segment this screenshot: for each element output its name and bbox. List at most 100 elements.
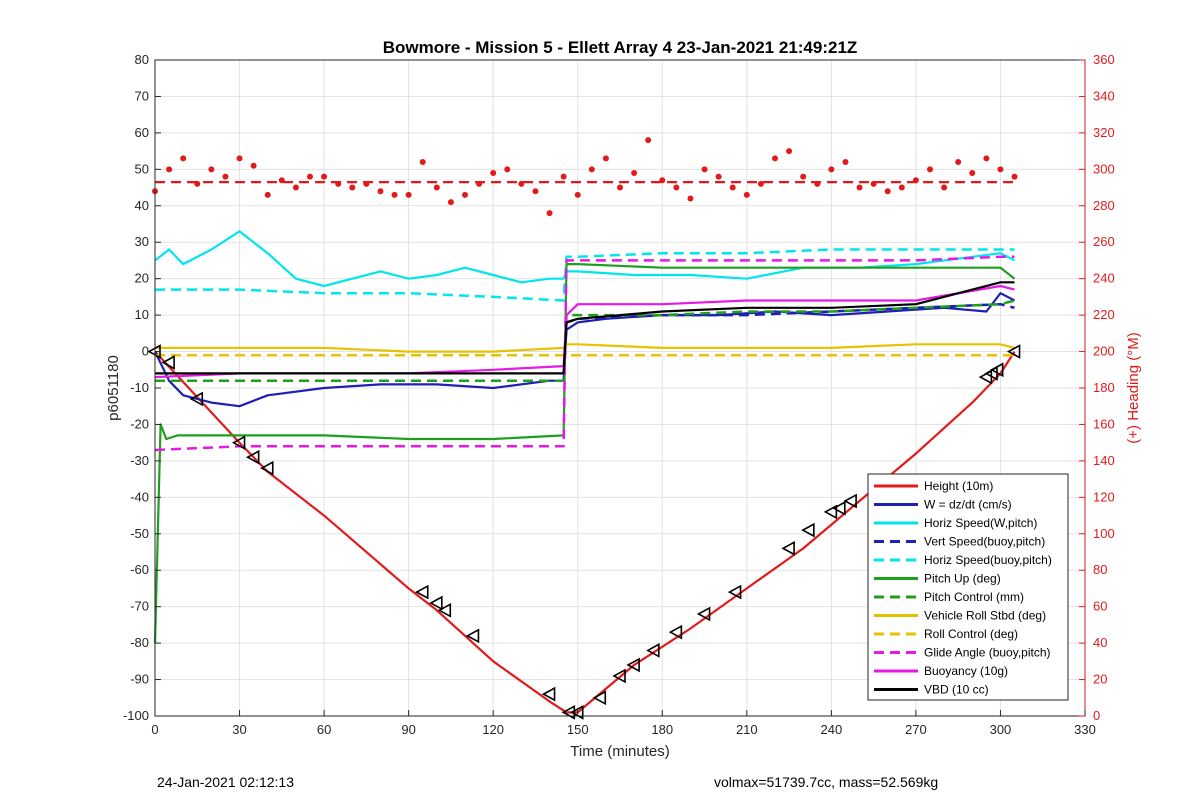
heading-point	[701, 166, 708, 173]
heading-point	[433, 184, 440, 191]
heading-point	[743, 191, 750, 198]
right-tick-label: 120	[1093, 489, 1115, 504]
right-tick-label: 240	[1093, 271, 1115, 286]
x-axis-label: Time (minutes)	[570, 743, 669, 760]
heading-point	[222, 173, 229, 180]
heading-point	[405, 191, 412, 198]
heading-point	[574, 191, 581, 198]
dive-marker	[989, 362, 1004, 378]
left-tick-label: -90	[130, 672, 149, 687]
series-line-11	[155, 281, 1015, 375]
dive-marker	[161, 355, 175, 370]
heading-point	[532, 188, 539, 195]
legend-label-7: Vehicle Roll Stbd (deg)	[924, 609, 1046, 623]
dive-marker	[801, 522, 815, 538]
heading-point	[884, 188, 891, 195]
dive-marker	[541, 686, 556, 702]
heading-point	[856, 184, 863, 191]
x-tick-label: 150	[567, 722, 589, 737]
right-tick-label: 20	[1093, 672, 1107, 687]
heading-point	[518, 180, 525, 187]
right-tick-label: 100	[1093, 526, 1115, 541]
heading-point	[814, 180, 821, 187]
heading-point	[391, 191, 398, 198]
heading-point	[800, 173, 807, 180]
heading-point	[955, 159, 962, 166]
heading-point	[462, 191, 468, 198]
series-line-7	[155, 343, 1015, 353]
left-tick-label: -100	[123, 708, 149, 723]
legend-label-6: Pitch Control (mm)	[924, 590, 1024, 604]
series-layer	[153, 230, 1016, 714]
heading-point	[363, 180, 370, 187]
right-tick-label: 160	[1093, 416, 1115, 431]
heading-point	[292, 184, 299, 191]
right-axis-label: (+) Heading (°M)	[1125, 332, 1142, 443]
left-tick-label: 40	[135, 198, 149, 213]
dive-marker	[245, 449, 260, 465]
legend-label-10: Buoyancy (10g)	[924, 664, 1008, 678]
dive-marker	[832, 500, 846, 516]
dive-marker	[437, 602, 452, 618]
x-axis: 0 30 60 90 120 150 180 210 240 270 300 330	[151, 710, 1096, 737]
legend-label-9: Glide Angle (buoy,pitch)	[924, 646, 1051, 660]
left-tick-label: -80	[130, 635, 149, 650]
dive-marker	[189, 391, 204, 407]
heading-point	[278, 177, 285, 184]
dive-marker	[668, 624, 683, 640]
dive-marker	[1006, 344, 1021, 359]
dive-marker	[781, 541, 795, 556]
dive-marker	[823, 504, 838, 520]
dive-marker	[465, 628, 480, 644]
heading-point	[349, 184, 356, 191]
dive-marker	[727, 584, 742, 600]
heading-point	[969, 169, 976, 176]
heading-point	[1011, 173, 1018, 180]
left-tick-label: 70	[135, 88, 149, 103]
left-axis-label: p6051180	[105, 355, 122, 421]
left-tick-label: 30	[135, 234, 149, 249]
right-tick-label: 340	[1093, 88, 1115, 103]
heading-point	[786, 148, 793, 155]
x-tick-label: 120	[482, 722, 504, 737]
heading-point	[828, 166, 835, 173]
heading-point	[983, 155, 990, 162]
x-tick-label: 0	[151, 722, 158, 737]
heading-point	[180, 155, 187, 162]
dive-marker	[843, 493, 857, 509]
legend-label-8: Roll Control (deg)	[924, 627, 1018, 641]
heading-point	[335, 180, 342, 187]
heading-point	[236, 155, 243, 162]
heading-point	[602, 155, 609, 162]
left-tick-label: 0	[142, 344, 149, 359]
right-tick-label: 180	[1093, 380, 1115, 395]
left-tick-label: -30	[130, 453, 149, 468]
dive-marker	[231, 435, 246, 451]
heading-point	[772, 155, 778, 162]
x-tick-label: 270	[905, 722, 927, 737]
legend-label-4: Horiz Speed(buoy,pitch)	[924, 553, 1052, 567]
heading-point	[504, 166, 511, 173]
left-tick-label: 80	[135, 52, 149, 67]
left-tick-label: -60	[130, 562, 149, 577]
x-tick-label: 60	[317, 722, 331, 737]
heading-point	[476, 180, 483, 187]
right-tick-label: 80	[1093, 562, 1107, 577]
legend: Height (10m) W = dz/dt (cm/s) Horiz Speed(…	[867, 473, 1069, 701]
right-tick-label: 280	[1093, 198, 1115, 213]
heading-point	[546, 210, 553, 217]
left-axis: -100-90-80-70-60-50-40-30-20-10010203040…	[123, 52, 161, 723]
dive-marker	[696, 606, 711, 622]
dive-marker	[646, 643, 660, 658]
heading-point	[729, 184, 736, 191]
footer-volmax-mass: volmax=51739.7cc, mass=52.569kg	[714, 774, 939, 790]
heading-point	[166, 166, 173, 173]
heading-point	[659, 177, 666, 184]
heading-point	[673, 184, 680, 191]
dive-marker	[429, 595, 443, 611]
legend-label-1: W = dz/dt (cm/s)	[924, 498, 1012, 512]
right-tick-label: 320	[1093, 125, 1115, 140]
dive-marker	[415, 584, 429, 600]
heading-point	[687, 195, 694, 202]
x-tick-label: 330	[1074, 722, 1096, 737]
